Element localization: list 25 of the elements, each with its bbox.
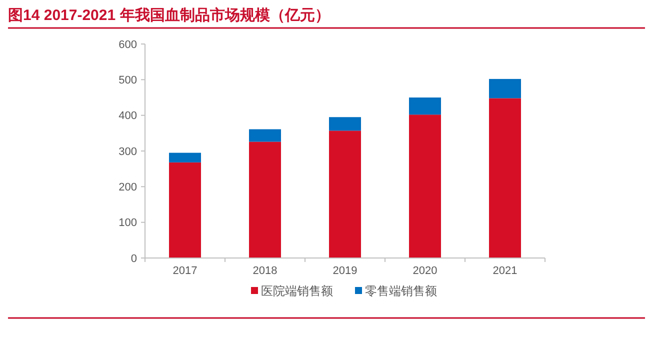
bar bbox=[489, 78, 521, 98]
legend-label: 医院端销售额 bbox=[261, 284, 333, 298]
y-tick-label: 300 bbox=[118, 146, 137, 158]
bar bbox=[329, 117, 361, 131]
y-tick-label: 200 bbox=[118, 182, 137, 194]
x-tick-label: 2020 bbox=[412, 265, 438, 277]
bar bbox=[489, 98, 521, 258]
y-tick-label: 100 bbox=[118, 217, 137, 230]
bar bbox=[329, 130, 361, 258]
bar bbox=[169, 152, 201, 162]
bar bbox=[169, 162, 201, 258]
x-tick-label: 2017 bbox=[172, 265, 198, 277]
x-tick-label: 2021 bbox=[492, 265, 518, 277]
bar bbox=[409, 114, 441, 258]
x-tick-label: 2018 bbox=[252, 265, 278, 277]
chart-title: 图14 2017-2021 年我国血制品市场规模（亿元） bbox=[8, 6, 330, 24]
y-tick-label: 600 bbox=[118, 38, 137, 51]
y-tick-label: 0 bbox=[130, 252, 137, 265]
bar bbox=[249, 129, 281, 142]
legend-label: 零售端销售额 bbox=[365, 284, 437, 298]
bar bbox=[409, 98, 441, 115]
x-tick-label: 2019 bbox=[332, 265, 358, 277]
bar bbox=[249, 142, 281, 258]
y-tick-label: 500 bbox=[118, 74, 137, 87]
y-tick-label: 400 bbox=[118, 110, 137, 122]
